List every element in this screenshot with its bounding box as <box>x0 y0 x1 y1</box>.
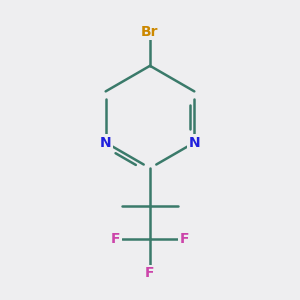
Text: N: N <box>100 136 112 150</box>
Text: N: N <box>188 136 200 150</box>
Text: F: F <box>111 232 121 246</box>
Text: F: F <box>179 232 189 246</box>
Text: F: F <box>145 266 155 280</box>
Text: Br: Br <box>141 25 159 39</box>
